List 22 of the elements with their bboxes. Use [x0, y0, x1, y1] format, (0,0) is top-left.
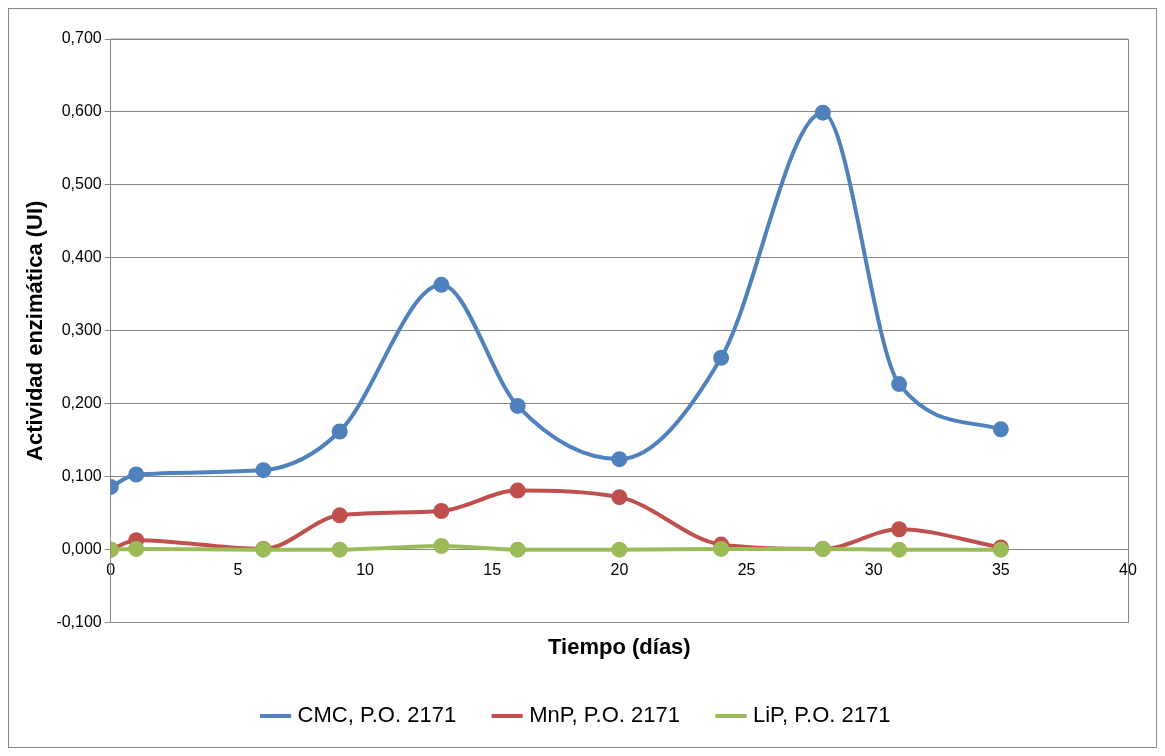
y-tick-label: -0,100 — [56, 613, 102, 631]
x-tick-label: 30 — [864, 560, 883, 578]
y-tick-label: 0,400 — [61, 248, 102, 266]
legend-label: CMC, P.O. 2171 — [297, 702, 457, 728]
x-tick-label: 5 — [233, 560, 243, 578]
x-tick-label: 25 — [737, 560, 756, 578]
y-tick-label: 0,700 — [61, 29, 102, 47]
x-tick-label: 20 — [610, 560, 629, 578]
y-tick-label: 0,300 — [61, 321, 102, 339]
y-tick-label: 0,100 — [61, 467, 102, 485]
y-tick-label: 0,600 — [61, 102, 102, 120]
y-tick-label: 0,500 — [61, 175, 102, 193]
x-tick-label: 15 — [483, 560, 502, 578]
x-tick-label: 40 — [1119, 560, 1137, 578]
legend-label: LiP, P.O. 2171 — [753, 702, 891, 728]
legend-label: MnP, P.O. 2171 — [529, 702, 680, 728]
x-tick-label: 35 — [991, 560, 1010, 578]
x-axis-title: Tiempo (días) — [548, 633, 691, 659]
y-tick-label: 0,200 — [61, 394, 102, 412]
y-axis-title: Actividad enzimática (UI) — [22, 200, 48, 461]
x-tick-label: 10 — [356, 560, 375, 578]
y-tick-label: 0,000 — [61, 540, 102, 558]
